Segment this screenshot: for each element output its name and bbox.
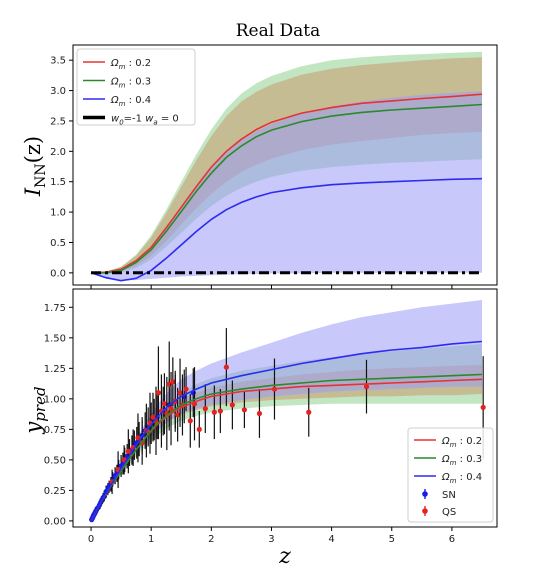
- legend-marker: [422, 491, 428, 497]
- y-tick-label: 2.0: [50, 147, 66, 158]
- y-tick-label: 0.5: [50, 238, 66, 249]
- top-legend: Ωm : 0.2 Ωm : 0.3 Ωm : 0.4 w0=-1 wa = 0: [76, 48, 196, 127]
- legend-label: Ωm : 0.2: [441, 436, 482, 449]
- qs-point: [196, 426, 202, 432]
- top-y-label: INN(z): [21, 136, 49, 197]
- qs-point: [155, 390, 162, 396]
- y-tick-label: 0.25: [44, 486, 66, 497]
- qs-point: [229, 402, 235, 408]
- bottom-panel: 0.00 0.25 0.50 0.75 1.00 1.25 1.50 1.75 0 1 2 3 4 5 6…: [21, 288, 498, 569]
- qs-point: [177, 390, 183, 396]
- y-tick-label: 1.75: [44, 303, 66, 314]
- y-tick-label: 0.0: [50, 268, 66, 279]
- x-tick-label: 4: [328, 534, 334, 545]
- qs-point: [187, 418, 193, 424]
- qs-point: [306, 409, 312, 415]
- top-panel: Real Data 0.0 0.5 1.0 1.5 2.0 2.5 3.0 3.5 INN(z…: [21, 21, 498, 289]
- y-tick-label: 0.75: [44, 425, 66, 436]
- x-axis-label: z: [278, 544, 291, 569]
- qs-point: [217, 408, 223, 414]
- band-1-2: [91, 300, 482, 521]
- legend-label: Ωm : 0.3: [110, 77, 151, 90]
- y-tick-label: 1.5: [50, 177, 66, 188]
- top-x-ticks: [90, 285, 453, 289]
- qs-point: [202, 406, 208, 412]
- bottom-axes-frame: [72, 288, 498, 528]
- y-tick-label: 1.0: [50, 208, 66, 219]
- x-tick-label: 5: [389, 534, 395, 545]
- qs-point: [135, 435, 141, 441]
- bottom-y-label: ypred: [21, 386, 49, 434]
- series-line-0-2: [90, 177, 483, 282]
- qs-point: [183, 386, 189, 392]
- top-lines: [90, 93, 483, 282]
- y-tick-label: 0.50: [44, 455, 66, 466]
- qs-point: [480, 404, 486, 410]
- series-line-0-0: [90, 93, 483, 274]
- y-tick-label: 2.5: [50, 116, 66, 127]
- bottom-lines: [90, 340, 483, 522]
- top-axes-frame: [72, 44, 498, 286]
- qs-point: [211, 409, 217, 415]
- legend-marker: [422, 508, 428, 514]
- x-tick-label: 3: [268, 534, 274, 545]
- bottom-x-ticks: 0 1 2 3 4 5 6: [88, 527, 455, 545]
- x-tick-label: 1: [148, 534, 154, 545]
- series-line-1-1: [90, 373, 483, 522]
- chart-title: Real Data: [236, 21, 321, 41]
- qs-point: [161, 401, 168, 407]
- qs-point: [223, 364, 229, 370]
- qs-point: [168, 406, 174, 412]
- y-tick-label: 0.00: [44, 516, 66, 527]
- legend-label: QS: [442, 507, 456, 518]
- y-tick-label: 3.0: [50, 86, 66, 97]
- legend-label: Ωm : 0.4: [110, 95, 151, 108]
- y-tick-label: 3.5: [50, 56, 66, 67]
- qs-point: [170, 379, 176, 385]
- y-tick-label: 1.50: [44, 333, 66, 344]
- top-y-ticks: 0.0 0.5 1.0 1.5 2.0 2.5 3.0 3.5: [50, 56, 73, 279]
- y-tick-label: 1.25: [44, 364, 66, 375]
- legend-label: Ωm : 0.4: [441, 472, 482, 485]
- qs-point: [241, 407, 248, 413]
- bottom-y-ticks: 0.00 0.25 0.50 0.75 1.00 1.25 1.50 1.75: [44, 303, 73, 527]
- legend-label: w0=-1 wa = 0: [111, 114, 179, 127]
- qs-point: [150, 414, 156, 420]
- bottom-legend-box: [407, 427, 494, 523]
- bottom-legend: Ωm : 0.2 Ωm : 0.3 Ωm : 0.4 SN QS: [407, 427, 494, 523]
- qs-point: [125, 448, 131, 454]
- x-tick-label: 0: [88, 534, 94, 545]
- legend-label: Ωm : 0.3: [441, 454, 482, 467]
- x-tick-label: 2: [208, 534, 214, 545]
- qs-point: [256, 410, 263, 417]
- series-line-0-1: [91, 103, 483, 274]
- y-tick-label: 1.00: [44, 394, 66, 405]
- top-legend-box: [76, 48, 196, 126]
- legend-label: Ωm : 0.2: [110, 58, 151, 71]
- qs-point: [175, 412, 181, 418]
- x-tick-label: 6: [449, 534, 455, 545]
- qs-point: [363, 384, 370, 390]
- band-0-2: [91, 91, 482, 281]
- legend-label: SN: [442, 490, 456, 501]
- series-line-1-2: [90, 340, 483, 522]
